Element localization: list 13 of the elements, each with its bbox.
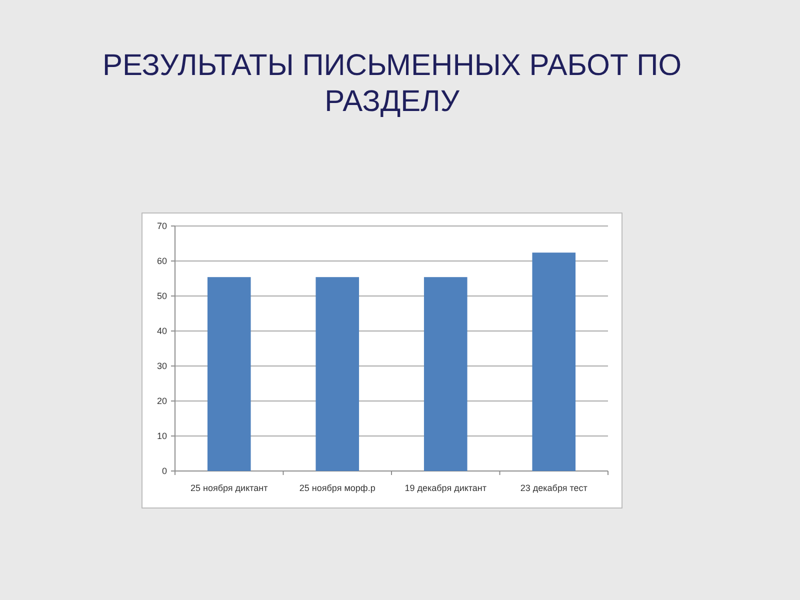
- chart-title: РЕЗУЛЬТАТЫ ПИСЬМЕННЫХ РАБОТ ПО РАЗДЕЛУ: [102, 49, 682, 118]
- y-tick-label: 60: [156, 256, 167, 266]
- y-tick-label: 30: [156, 361, 167, 372]
- y-tick-label: 70: [156, 221, 167, 232]
- y-tick-label: 50: [156, 291, 167, 302]
- x-tick-label: 25 ноября диктант: [190, 483, 268, 493]
- x-tick-label: 25 ноября морф.р: [299, 483, 376, 493]
- y-tick-label: 20: [156, 396, 167, 406]
- x-tick-label: 23 декабря тест: [520, 483, 588, 493]
- y-tick-label: 0: [162, 466, 167, 476]
- x-tick-label: 19 декабря диктант: [404, 483, 487, 493]
- y-tick-label: 10: [156, 431, 167, 442]
- y-tick-label: 40: [156, 326, 167, 336]
